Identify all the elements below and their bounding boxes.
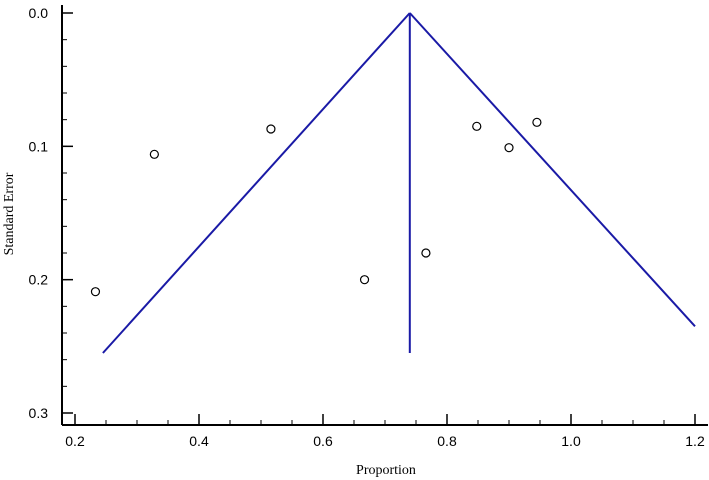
data-point: [149, 149, 159, 159]
x-tick-label: 1.2: [685, 433, 705, 449]
x-tick-label: 0.4: [189, 433, 209, 449]
y-tick-label: 0.3: [29, 405, 49, 421]
y-axis-title: Standard Error: [2, 172, 17, 255]
data-point: [266, 124, 276, 134]
x-tick-label: 0.6: [313, 433, 333, 449]
y-tick-label: 0.1: [29, 138, 49, 154]
data-point: [359, 275, 370, 285]
funnel-right-line: [409, 12, 696, 328]
funnel-lines: [102, 12, 696, 354]
data-point: [90, 287, 101, 297]
data-point: [532, 117, 542, 127]
y-axis: 0.0 0.1 0.2 0.3: [29, 5, 73, 425]
y-tick-label: 0.0: [29, 5, 49, 21]
x-tick-label: 0.2: [65, 433, 85, 449]
data-point: [421, 248, 431, 258]
x-axis-title: Proportion: [356, 463, 416, 478]
data-point: [472, 121, 482, 131]
x-axis: 0.2 0.4 0.6 0.8 1.0 1.2: [62, 414, 708, 449]
x-tick-label: 0.8: [437, 433, 457, 449]
data-point: [504, 143, 514, 153]
funnel-left-line: [102, 12, 411, 354]
y-tick-label: 0.2: [29, 272, 49, 288]
data-points: [90, 117, 542, 297]
x-tick-label: 1.0: [561, 433, 581, 449]
